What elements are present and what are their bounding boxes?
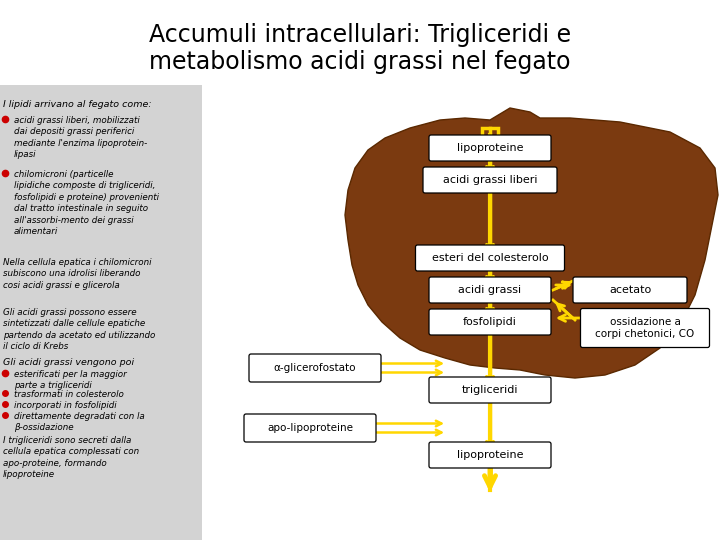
Text: α-glicerofostato: α-glicerofostato xyxy=(274,363,356,373)
Text: incorporati in fosfolipidi: incorporati in fosfolipidi xyxy=(14,401,117,410)
Text: lipoproteine: lipoproteine xyxy=(456,450,523,460)
FancyBboxPatch shape xyxy=(429,377,551,403)
FancyBboxPatch shape xyxy=(429,442,551,468)
Text: ossidazione a
corpi chetonici, CO: ossidazione a corpi chetonici, CO xyxy=(595,317,695,339)
FancyBboxPatch shape xyxy=(415,245,564,271)
Text: direttamente degradati con la
β-ossidazione: direttamente degradati con la β-ossidazi… xyxy=(14,412,145,433)
Bar xyxy=(0,85,202,540)
Polygon shape xyxy=(345,108,718,378)
FancyBboxPatch shape xyxy=(423,167,557,193)
Text: esteri del colesterolo: esteri del colesterolo xyxy=(432,253,549,263)
Text: apo-lipoproteine: apo-lipoproteine xyxy=(267,423,353,433)
Text: metabolismo acidi grassi nel fegato: metabolismo acidi grassi nel fegato xyxy=(149,50,571,74)
FancyBboxPatch shape xyxy=(249,354,381,382)
FancyBboxPatch shape xyxy=(580,308,709,348)
Text: Accumuli intracellulari: Trigliceridi e: Accumuli intracellulari: Trigliceridi e xyxy=(149,23,571,47)
Text: acidi grassi: acidi grassi xyxy=(459,285,521,295)
Text: Gli acidi grassi vengono poi: Gli acidi grassi vengono poi xyxy=(3,358,134,367)
FancyBboxPatch shape xyxy=(429,309,551,335)
Text: trigliceridi: trigliceridi xyxy=(462,385,518,395)
Text: chilomicroni (particelle
lipidiche composte di trigliceridi,
fosfolipidi e prote: chilomicroni (particelle lipidiche compo… xyxy=(14,170,159,237)
Text: Gli acidi grassi possono essere
sintetizzati dalle cellule epatiche
partendo da : Gli acidi grassi possono essere sintetiz… xyxy=(3,308,156,352)
Text: acidi grassi liberi: acidi grassi liberi xyxy=(443,175,537,185)
FancyBboxPatch shape xyxy=(429,135,551,161)
Text: fosfolipidi: fosfolipidi xyxy=(463,317,517,327)
FancyBboxPatch shape xyxy=(244,414,376,442)
Text: trasformati in colesterolo: trasformati in colesterolo xyxy=(14,390,124,399)
Text: I trigliceridi sono secreti dalla
cellula epatica complessati con
apo-proteine, : I trigliceridi sono secreti dalla cellul… xyxy=(3,436,139,480)
FancyBboxPatch shape xyxy=(573,277,687,303)
Text: I lipidi arrivano al fegato come:: I lipidi arrivano al fegato come: xyxy=(3,100,152,109)
Text: acetato: acetato xyxy=(609,285,651,295)
Text: esterificati per la maggior
parte a trigliceridi: esterificati per la maggior parte a trig… xyxy=(14,370,127,390)
Text: lipoproteine: lipoproteine xyxy=(456,143,523,153)
FancyBboxPatch shape xyxy=(429,277,551,303)
Text: Nella cellula epatica i chilomicroni
subiscono una idrolisi liberando
cosi acidi: Nella cellula epatica i chilomicroni sub… xyxy=(3,258,151,290)
Text: acidi grassi liberi, mobilizzati
dai depositi grassi periferici
mediante l'enzim: acidi grassi liberi, mobilizzati dai dep… xyxy=(14,116,148,159)
